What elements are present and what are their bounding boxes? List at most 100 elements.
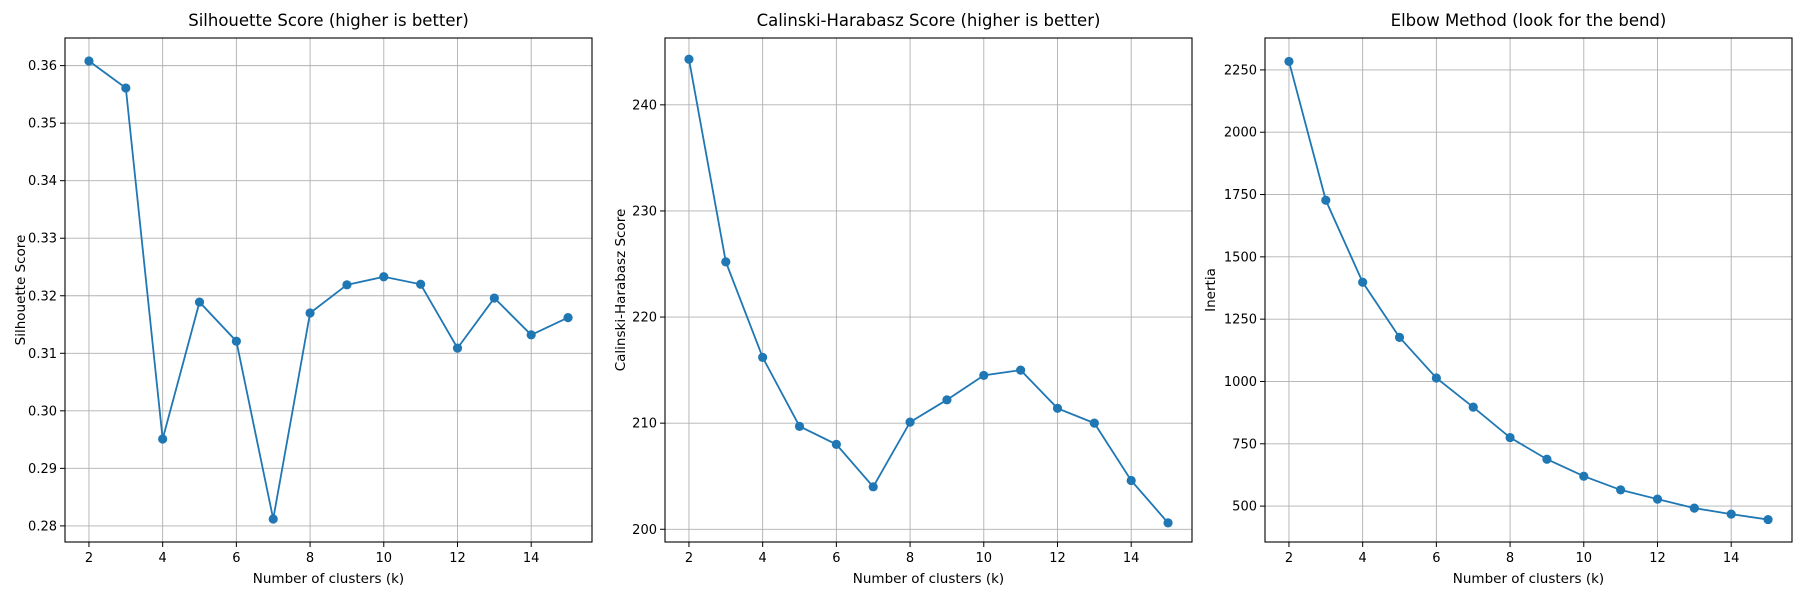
calinski-harabasz-data-point — [684, 54, 694, 64]
silhouette-data-point — [305, 308, 315, 318]
silhouette-data-point — [489, 293, 499, 303]
calinski-harabasz-data-point — [758, 352, 768, 362]
elbow-data-point — [1284, 56, 1294, 67]
silhouette-data-point — [563, 313, 573, 323]
calinski-harabasz-chart-title: Calinski-Harabasz Score (higher is bette… — [757, 11, 1101, 30]
silhouette-x-tick-label: 8 — [306, 551, 314, 566]
elbow-data-point — [1394, 332, 1405, 342]
elbow-x-tick-label: 2 — [1285, 551, 1293, 566]
silhouette-data-point — [416, 279, 426, 289]
silhouette-data-point — [194, 297, 205, 307]
silhouette-data-point — [121, 83, 131, 93]
silhouette-x-tick-label: 10 — [376, 551, 393, 566]
silhouette-y-tick-label: 0.28 — [28, 519, 57, 534]
calinski-harabasz-chart: 2 4 6 8 10 12 14 200 210 220 230 240 Calinski-Hara… — [613, 11, 1193, 587]
silhouette-axes-frame — [64, 37, 593, 543]
calinski-harabasz-x-axis-label: Number of clusters (k) — [853, 571, 1004, 587]
elbow-y-tick-label: 1500 — [1224, 250, 1257, 265]
elbow-data-point — [1505, 432, 1515, 443]
elbow-y-tick-label: 1750 — [1224, 188, 1257, 203]
silhouette-data-point — [342, 280, 352, 290]
calinski-harabasz-data-point — [868, 482, 878, 492]
silhouette-y-tick-label: 0.32 — [28, 289, 57, 304]
calinski-harabasz-y-tick-label: 220 — [632, 311, 657, 326]
elbow-y-tick-label: 750 — [1232, 437, 1257, 452]
calinski-harabasz-y-tick-label: 240 — [632, 98, 657, 113]
elbow-x-axis-label: Number of clusters (k) — [1453, 571, 1604, 587]
silhouette-plot-area: 2 4 6 8 10 12 14 0.280.290.300.310.320.330.340… — [13, 11, 593, 587]
silhouette-y-tick-label: 0.31 — [28, 347, 57, 362]
elbow-data-point — [1616, 485, 1626, 495]
elbow-y-tick-label: 500 — [1232, 500, 1257, 515]
calinski-harabasz-data-point — [942, 395, 952, 405]
silhouette-x-tick-label: 6 — [232, 551, 240, 566]
calinski-harabasz-y-axis-label: Calinski-Harabasz Score — [613, 209, 629, 372]
elbow-y-ticks: 500 750 1000 1250 1500 1750 2000 2250 — [1224, 63, 1265, 515]
elbow-axes-frame — [1264, 37, 1793, 543]
silhouette-y-axis-label: Silhouette Score — [13, 235, 29, 346]
silhouette-y-ticks: 0.28 0.29 0.30 0.31 0.32 0.33 0.34 0.35 0.36 — [28, 59, 65, 534]
elbow-x-tick-label: 10 — [1576, 551, 1593, 566]
calinski-harabasz-data-point — [1126, 475, 1136, 486]
silhouette-x-axis-label: Number of clusters (k) — [253, 571, 404, 587]
silhouette-y-tick-label: 0.36 — [28, 59, 57, 74]
silhouette-y-tick-label: 0.33 — [28, 232, 57, 247]
calinski-harabasz-y-tick-label: 230 — [632, 204, 657, 219]
silhouette-data-point — [526, 330, 536, 340]
silhouette-x-ticks: 2 4 6 8 10 12 14 — [85, 542, 540, 566]
calinski-harabasz-series-line — [688, 59, 1169, 524]
elbow-data-point — [1358, 277, 1368, 287]
elbow-plot-area: 2 4 6 8 10 12 14 500 750 1000 1250 1500 1750 2000 225… — [1203, 11, 1793, 587]
silhouette-x-tick-label: 2 — [85, 551, 93, 566]
calinski-harabasz-data-point — [794, 421, 805, 431]
calinski-harabasz-data-point — [979, 370, 989, 381]
elbow-y-tick-label: 1250 — [1224, 313, 1257, 328]
elbow-data-point — [1468, 402, 1478, 412]
elbow-markers — [1284, 56, 1773, 525]
calinski-harabasz-x-tick-label: 2 — [685, 551, 693, 566]
elbow-series-line — [1288, 61, 1769, 521]
calinski-harabasz-plot-area: 2 4 6 8 10 12 14 200 210 220 230 240 Calinski-Hara… — [613, 11, 1193, 587]
calinski-harabasz-data-point — [905, 417, 915, 427]
silhouette-x-tick-label: 4 — [159, 551, 167, 566]
silhouette-data-point — [84, 56, 94, 66]
calinski-harabasz-x-tick-label: 10 — [976, 551, 993, 566]
elbow-data-point — [1579, 471, 1589, 481]
calinski-harabasz-y-tick-label: 210 — [632, 417, 657, 432]
elbow-y-axis-label: Inertia — [1203, 268, 1219, 312]
calinski-harabasz-x-tick-label: 6 — [832, 551, 840, 566]
calinski-harabasz-data-point — [1052, 403, 1063, 413]
elbow-x-tick-label: 14 — [1723, 551, 1740, 566]
calinski-harabasz-x-ticks: 2 4 6 8 10 12 14 — [685, 542, 1140, 566]
calinski-harabasz-data-point — [721, 257, 731, 267]
silhouette-y-tick-label: 0.35 — [28, 117, 57, 132]
elbow-grid — [1265, 38, 1792, 542]
calinski-harabasz-x-tick-label: 4 — [759, 551, 767, 566]
calinski-harabasz-x-tick-label: 14 — [1123, 551, 1140, 566]
calinski-harabasz-grid — [665, 38, 1192, 542]
calinski-harabasz-data-point — [1016, 365, 1026, 375]
elbow-y-tick-label: 2000 — [1224, 126, 1257, 141]
silhouette-chart-title: Silhouette Score (higher is better) — [188, 11, 469, 30]
elbow-data-point — [1689, 503, 1699, 513]
elbow-data-point — [1726, 509, 1736, 519]
silhouette-chart: 2 4 6 8 10 12 14 0.280.290.300.310.320.330.340… — [13, 11, 593, 587]
silhouette-data-point — [452, 343, 463, 353]
elbow-x-tick-label: 8 — [1506, 551, 1514, 566]
elbow-chart: 2 4 6 8 10 12 14 500 750 1000 1250 1500 1750 2000 225… — [1203, 11, 1793, 587]
calinski-harabasz-x-tick-label: 12 — [1049, 551, 1066, 566]
calinski-harabasz-x-tick-label: 8 — [906, 551, 914, 566]
silhouette-data-point — [268, 514, 278, 524]
elbow-x-tick-label: 6 — [1432, 551, 1440, 566]
calinski-harabasz-data-point — [831, 439, 841, 449]
elbow-data-point — [1763, 514, 1773, 525]
silhouette-x-tick-label: 14 — [523, 551, 540, 566]
calinski-harabasz-y-ticks: 200 210 220 230 240 — [632, 98, 665, 538]
elbow-data-point — [1542, 454, 1552, 464]
elbow-y-tick-label: 2250 — [1224, 63, 1257, 78]
silhouette-y-tick-label: 0.30 — [28, 404, 57, 419]
silhouette-x-tick-label: 12 — [449, 551, 466, 566]
silhouette-y-tick-label: 0.29 — [28, 462, 57, 477]
